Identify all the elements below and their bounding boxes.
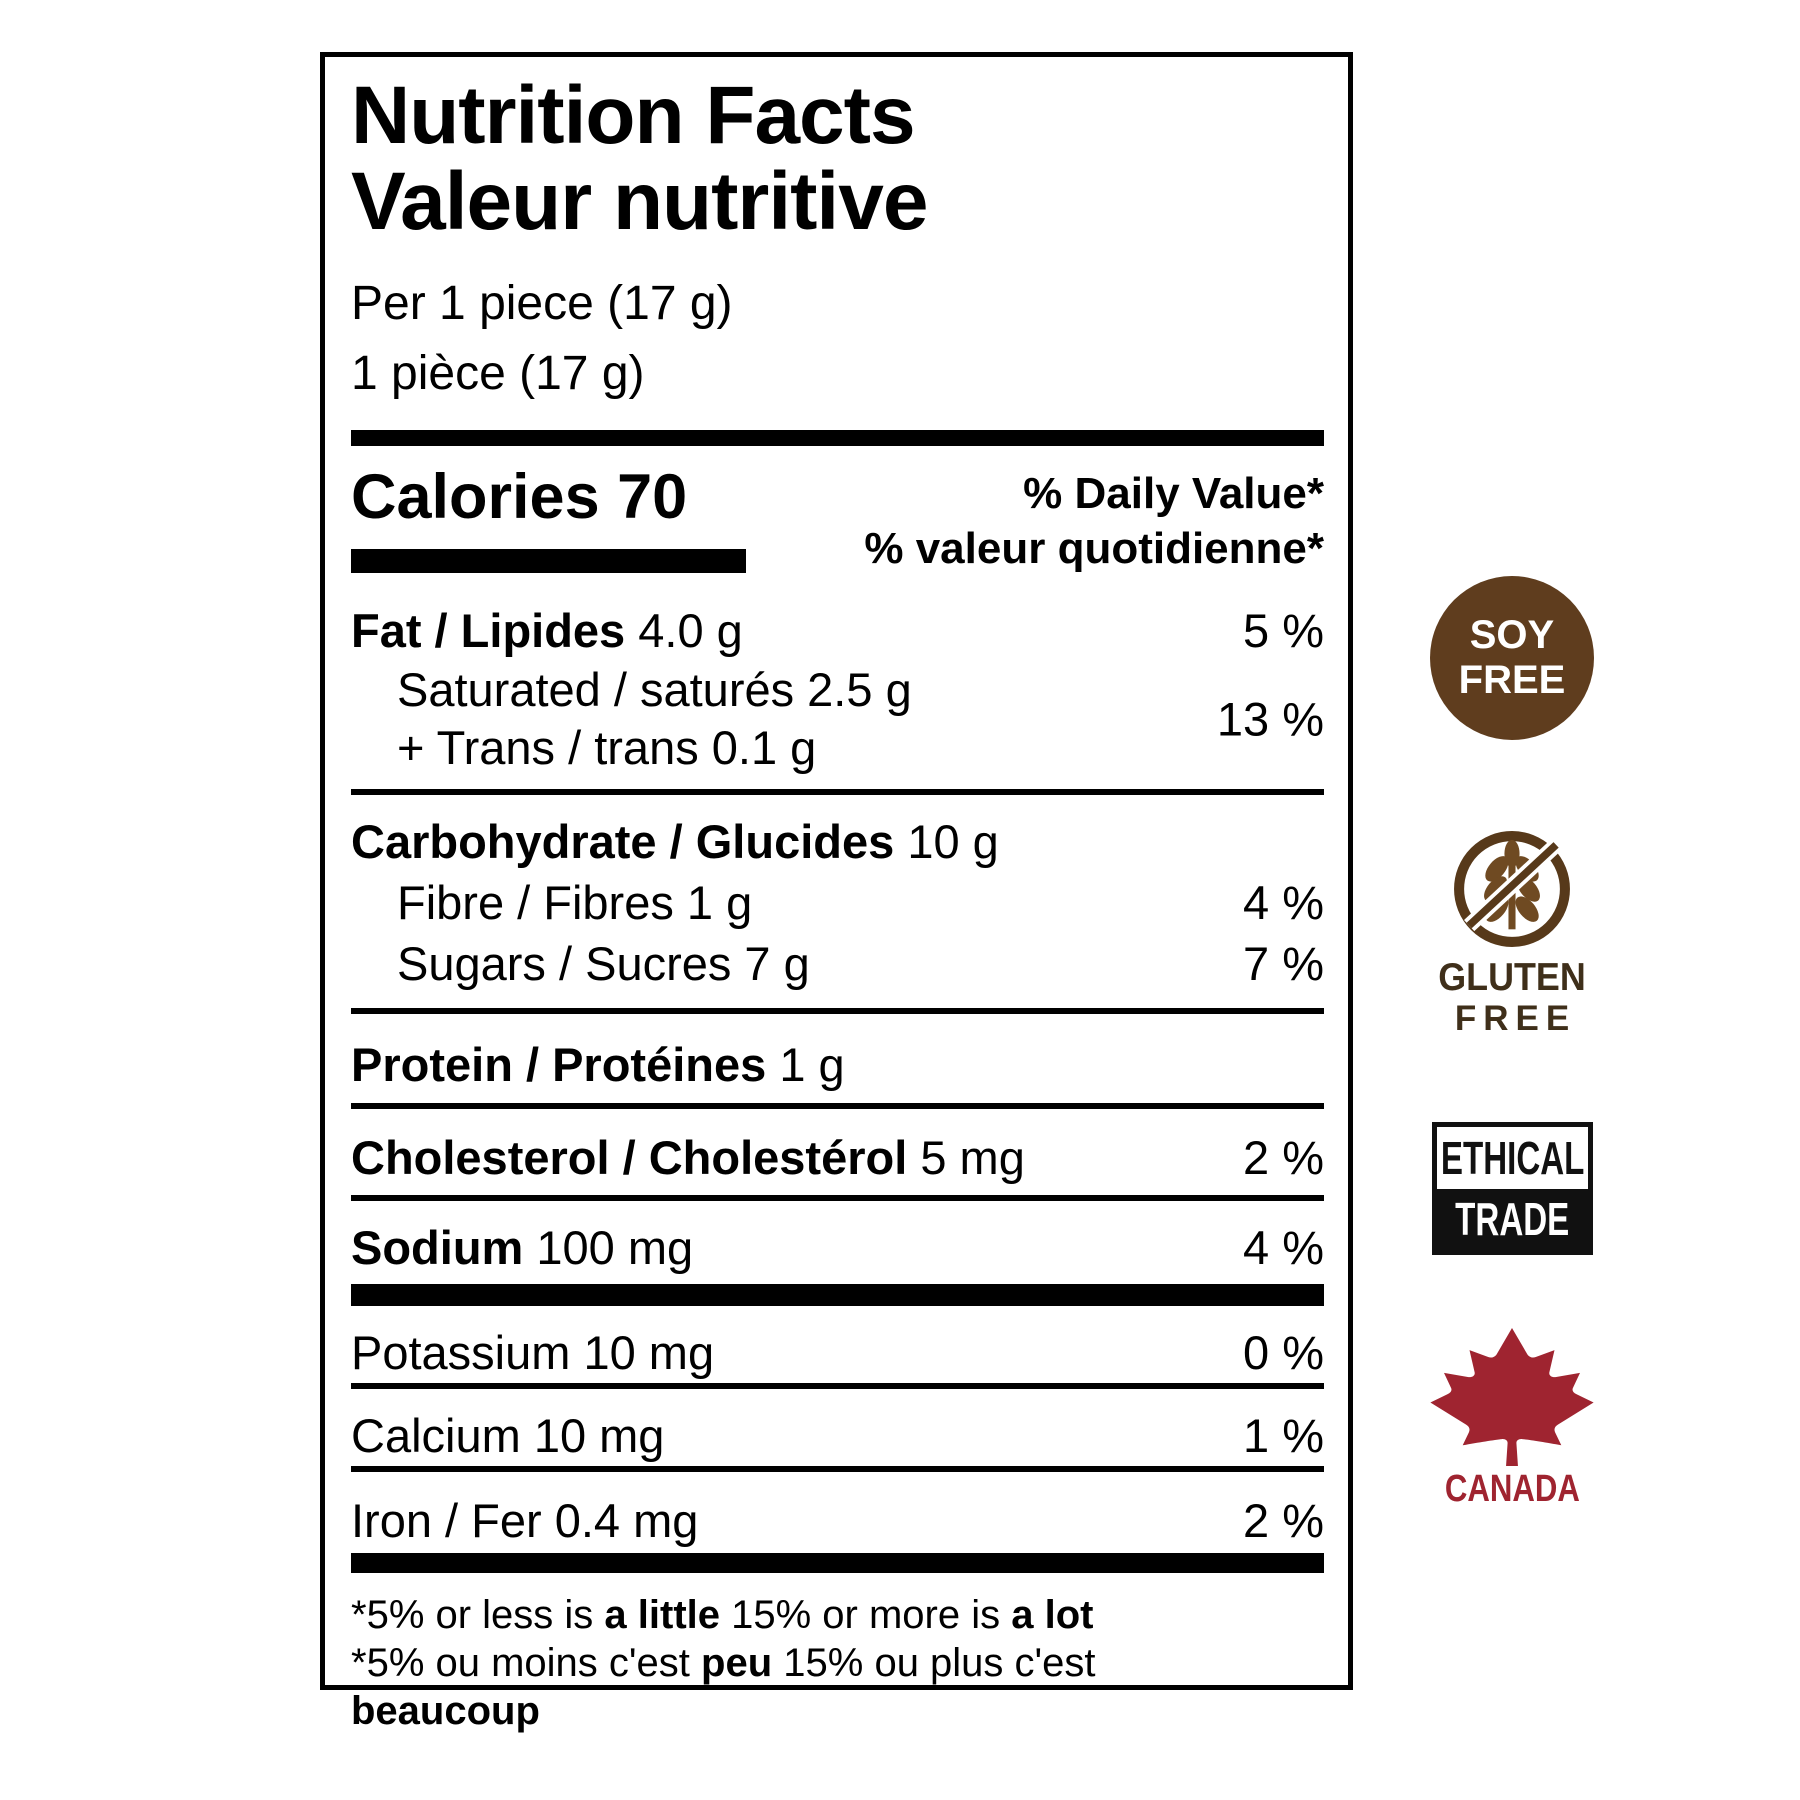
ethical-trade-top: ETHICAL [1437, 1127, 1588, 1189]
gluten-free-line2: FREE [1454, 999, 1577, 1038]
row-carbohydrate: Carbohydrate / Glucides 10 g [351, 811, 1324, 872]
footnote-fr-bold2: beaucoup [351, 1688, 540, 1733]
serving-info: Per 1 piece (17 g) 1 pièce (17 g) [351, 269, 1324, 408]
wheat-crossed-icon [1454, 831, 1570, 947]
separator-line [351, 789, 1324, 796]
gluten-free-badge: GLUTEN FREE [1430, 826, 1594, 1039]
row-sugars: Sugars / Sucres 7 g 7 % [351, 933, 1324, 994]
fibre-text: Fibre / Fibres 1 g [397, 876, 753, 930]
row-fibre: Fibre / Fibres 1 g 4 % [351, 872, 1324, 933]
calories-number: 70 [617, 462, 688, 533]
footnote-en-part1: *5% or less is [351, 1592, 605, 1637]
row-fat: Fat / Lipides 4.0 g 5 % [351, 600, 1324, 661]
separator-line [351, 1194, 1324, 1201]
daily-value-header-fr: % valeur quotidienne* [864, 524, 1324, 574]
iron-percent: 2 % [1243, 1493, 1324, 1547]
soy-free-line1: SOY [1469, 613, 1555, 658]
fat-percent: 5 % [1243, 604, 1324, 658]
footnote-en: *5% or less is a little 15% or more is a… [351, 1591, 1324, 1639]
daily-value-header-en: % Daily Value* [1023, 469, 1324, 519]
footnote-fr-part2: 15% ou plus c'est [772, 1640, 1096, 1685]
serving-size-fr: 1 pièce (17 g) [351, 346, 645, 400]
calcium-text: Calcium 10 mg [351, 1408, 665, 1462]
sodium-text: Sodium 100 mg [351, 1217, 693, 1278]
row-saturated: Saturated / saturés 2.5 g [397, 663, 912, 717]
potassium-percent: 0 % [1243, 1325, 1324, 1379]
fibre-percent: 4 % [1243, 876, 1324, 930]
potassium-text: Potassium 10 mg [351, 1325, 715, 1379]
row-potassium: Potassium 10 mg 0 % [351, 1322, 1324, 1383]
separator-line [351, 1382, 1324, 1389]
title-en: Nutrition Facts [351, 70, 916, 161]
sugars-percent: 7 % [1243, 937, 1324, 991]
fat-name: Fat / Lipides [351, 604, 626, 658]
cholesterol-amount: 5 mg [920, 1131, 1025, 1185]
separator-line [351, 1008, 1324, 1015]
row-iron: Iron / Fer 0.4 mg 2 % [351, 1490, 1324, 1551]
footnote-en-bold1: a little [604, 1592, 721, 1637]
sodium-amount: 100 mg [536, 1220, 694, 1274]
footnote-en-part2: 15% or more is [720, 1592, 1012, 1637]
separator-line [351, 1465, 1324, 1472]
serving-size-en: Per 1 piece (17 g) [351, 277, 733, 331]
soy-free-line2: FREE [1458, 658, 1566, 702]
carbohydrate-amount: 10 g [907, 815, 999, 869]
cholesterol-text: Cholesterol / Cholestérol 5 mg [351, 1127, 1025, 1188]
cholesterol-name: Cholesterol / Cholestérol [351, 1131, 908, 1185]
thick-divider-top [351, 430, 1324, 447]
protein-name: Protein / Protéines [351, 1038, 767, 1092]
fat-amount: 4.0 g [638, 604, 743, 658]
carbohydrate-text: Carbohydrate / Glucides 10 g [351, 811, 999, 872]
fat-text: Fat / Lipides 4.0 g [351, 600, 743, 661]
daily-value-header: % Daily Value* % valeur quotidienne* [864, 464, 1324, 576]
sugars-text: Sugars / Sucres 7 g [397, 937, 810, 991]
row-protein: Protein / Protéines 1 g [351, 1034, 1324, 1095]
calories-row: Calories 70 % Daily Value* % valeur quot… [351, 464, 1324, 576]
ethical-trade-line2: TRADE [1455, 1193, 1570, 1246]
soy-free-badge: SOY FREE [1430, 576, 1594, 740]
gluten-free-line1: GLUTEN [1438, 956, 1586, 999]
sodium-name: Sodium [351, 1220, 524, 1274]
label-titles: Nutrition Facts Valeur nutritive [351, 70, 1324, 248]
thick-divider-sodium [351, 1283, 1324, 1306]
calories-label: Calories [351, 462, 600, 533]
row-cholesterol: Cholesterol / Cholestérol 5 mg 2 % [351, 1127, 1324, 1188]
title-fr: Valeur nutritive [351, 156, 928, 248]
thick-divider-bottom [351, 1552, 1324, 1573]
ethical-trade-line1: ETHICAL [1440, 1131, 1585, 1184]
carbohydrate-name: Carbohydrate / Glucides [351, 815, 895, 869]
footnote-fr: *5% ou moins c'est peu 15% ou plus c'est… [351, 1639, 1324, 1735]
calcium-percent: 1 % [1243, 1408, 1324, 1462]
row-calcium: Calcium 10 mg 1 % [351, 1405, 1324, 1466]
iron-text: Iron / Fer 0.4 mg [351, 1493, 699, 1547]
cholesterol-percent: 2 % [1243, 1131, 1324, 1185]
saturated-trans-percent: 13 % [1216, 692, 1324, 746]
footnotes: *5% or less is a little 15% or more is a… [351, 1591, 1324, 1735]
protein-amount: 1 g [779, 1038, 845, 1092]
row-trans: + Trans / trans 0.1 g [397, 721, 817, 775]
row-sodium: Sodium 100 mg 4 % [351, 1217, 1324, 1278]
fat-subrows: Saturated / saturés 2.5 g + Trans / tran… [351, 661, 1324, 777]
nutrition-facts-label: Nutrition Facts Valeur nutritive Per 1 p… [320, 52, 1353, 1733]
footnote-en-bold2: a lot [1011, 1592, 1094, 1637]
calories-block: Calories 70 [351, 464, 746, 573]
canada-badge: CANADA [1426, 1328, 1598, 1511]
calories-underline-bar [351, 548, 746, 573]
calories-value: Calories 70 [351, 464, 746, 530]
maple-leaf-icon [1430, 1328, 1594, 1466]
sodium-percent: 4 % [1243, 1220, 1324, 1274]
ethical-trade-badge: ETHICAL TRADE [1432, 1122, 1593, 1255]
footnote-fr-bold1: peu [701, 1640, 773, 1685]
footnote-fr-part1: *5% ou moins c'est [351, 1640, 702, 1685]
canada-label: CANADA [1444, 1468, 1580, 1510]
separator-line [351, 1103, 1324, 1110]
ethical-trade-bottom: TRADE [1437, 1188, 1588, 1250]
protein-text: Protein / Protéines 1 g [351, 1034, 845, 1095]
